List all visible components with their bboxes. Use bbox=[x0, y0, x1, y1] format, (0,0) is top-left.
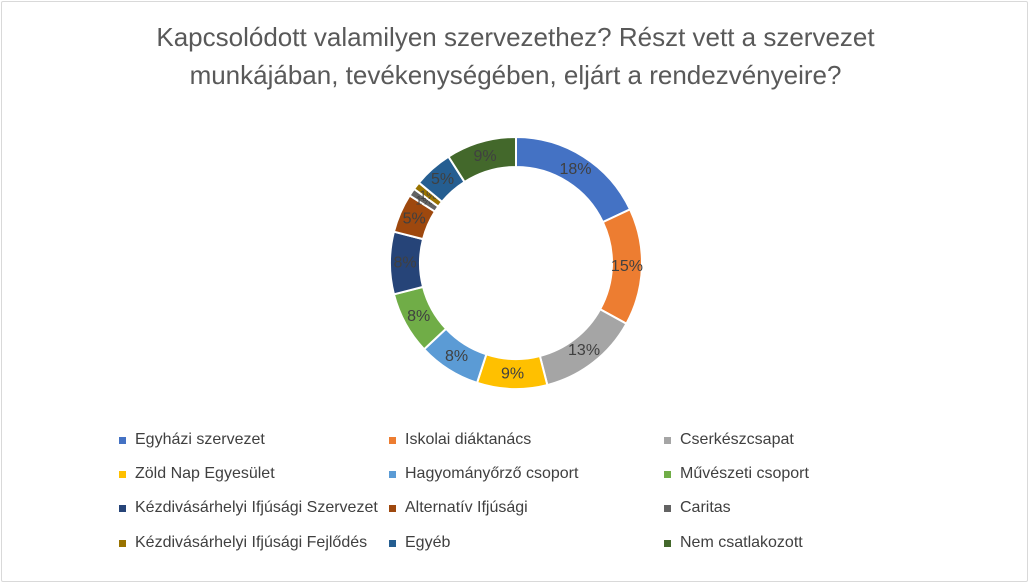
legend-item-7: Alternatív Ifjúsági bbox=[389, 499, 528, 517]
legend-label: Cserkészcsapat bbox=[680, 431, 794, 448]
donut-data-label-4: 8% bbox=[445, 348, 468, 365]
legend-item-2: Cserkészcsapat bbox=[664, 431, 794, 449]
legend-swatch bbox=[664, 470, 671, 478]
donut-data-label-2: 13% bbox=[568, 342, 600, 359]
legend-label: Kézdivásárhelyi Ifjúsági Szervezet bbox=[135, 499, 378, 516]
legend-label: Nem csatlakozott bbox=[680, 534, 803, 551]
legend-item-0: Egyházi szervezet bbox=[119, 431, 265, 449]
legend-swatch bbox=[119, 504, 126, 512]
donut-data-label-11: 9% bbox=[473, 148, 496, 165]
legend-label: Kézdivásárhelyi Ifjúsági Fejlődés bbox=[135, 534, 368, 551]
legend-item-9: Kézdivásárhelyi Ifjúsági Fejlődés bbox=[119, 534, 367, 552]
donut-data-label-5: 8% bbox=[407, 308, 430, 325]
legend-swatch bbox=[119, 539, 126, 547]
donut-data-label-0: 18% bbox=[559, 161, 591, 178]
legend-item-6: Kézdivásárhelyi Ifjúsági Szervezet bbox=[119, 499, 378, 517]
legend-swatch bbox=[389, 539, 396, 547]
legend-swatch bbox=[389, 436, 396, 444]
chart-title-line-2: munkájában, tevékenységében, eljárt a re… bbox=[189, 60, 842, 90]
legend-item-10: Egyéb bbox=[389, 534, 450, 552]
donut-data-label-10: 5% bbox=[431, 171, 454, 188]
chart-title-line-1: Kapcsolódott valamilyen szervezethez? Ré… bbox=[156, 22, 875, 52]
legend-item-5: Művészeti csoport bbox=[664, 465, 809, 483]
legend-label: Hagyományőrző csoport bbox=[405, 465, 579, 482]
legend-label: Alternatív Ifjúsági bbox=[405, 499, 528, 516]
legend-swatch bbox=[664, 504, 671, 512]
legend-label: Egyéb bbox=[405, 534, 451, 551]
donut-data-label-7: 5% bbox=[403, 210, 426, 227]
legend-swatch bbox=[119, 436, 126, 444]
chart-title: Kapcsolódott valamilyen szervezethez? Ré… bbox=[0, 18, 1031, 94]
legend-swatch bbox=[119, 470, 126, 478]
legend-item-11: Nem csatlakozott bbox=[664, 534, 803, 552]
legend-label: Egyházi szervezet bbox=[135, 431, 265, 448]
donut-data-label-6: 8% bbox=[393, 255, 416, 272]
legend-swatch bbox=[389, 470, 396, 478]
legend-label: Caritas bbox=[680, 499, 731, 516]
donut-data-label-3: 9% bbox=[501, 365, 524, 382]
legend-swatch bbox=[664, 539, 671, 547]
legend-label: Zöld Nap Egyesület bbox=[135, 465, 275, 482]
legend-swatch bbox=[664, 436, 671, 444]
legend-item-4: Hagyományőrző csoport bbox=[389, 465, 578, 483]
legend-item-3: Zöld Nap Egyesület bbox=[119, 465, 275, 483]
legend-label: Művészeti csoport bbox=[680, 465, 809, 482]
donut-slice-11 bbox=[447, 135, 517, 184]
donut-data-label-1: 15% bbox=[611, 258, 643, 275]
legend-swatch bbox=[389, 504, 396, 512]
legend-label: Iskolai diáktanács bbox=[405, 431, 532, 448]
legend-item-1: Iskolai diáktanács bbox=[389, 431, 531, 449]
legend-item-8: Caritas bbox=[664, 499, 731, 517]
